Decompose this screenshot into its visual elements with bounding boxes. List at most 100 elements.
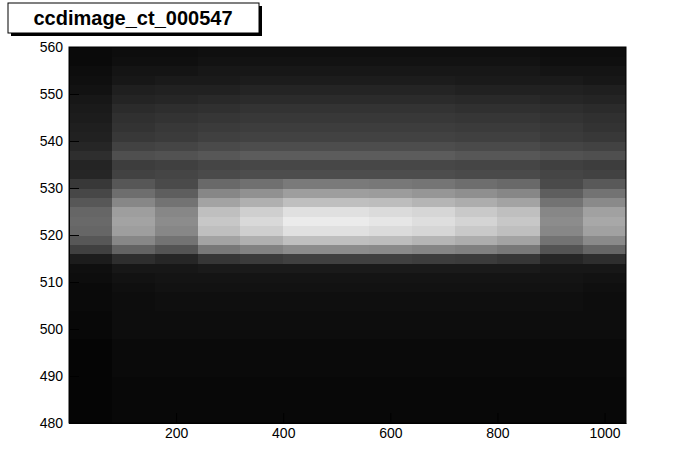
tick: 510: [40, 274, 79, 290]
cell: [583, 141, 626, 151]
cell: [412, 56, 455, 66]
plot-frame: [69, 47, 626, 423]
cell: [497, 338, 540, 348]
cell: [112, 235, 155, 245]
cell: [412, 263, 455, 273]
cell: [369, 160, 412, 170]
cell: [112, 338, 155, 348]
cell: [412, 414, 455, 423]
cell: [497, 310, 540, 320]
cell: [326, 66, 369, 76]
cell: [283, 226, 326, 236]
cell: [540, 404, 583, 414]
tick-mark: [69, 47, 79, 48]
cell: [112, 179, 155, 189]
cell: [240, 376, 283, 386]
cell: [240, 385, 283, 395]
cell: [240, 367, 283, 377]
cell: [455, 254, 498, 264]
cell: [112, 310, 155, 320]
tick: 560: [40, 39, 79, 55]
cell: [283, 47, 326, 57]
cell: [69, 216, 112, 226]
cell: [369, 282, 412, 292]
cell: [240, 244, 283, 254]
cell: [540, 254, 583, 264]
cell: [240, 85, 283, 95]
cell: [112, 376, 155, 386]
cell: [326, 395, 369, 405]
cell: [497, 94, 540, 104]
cell: [583, 404, 626, 414]
cell: [240, 47, 283, 57]
cell: [455, 160, 498, 170]
tick-mark: [283, 413, 284, 423]
cell: [412, 160, 455, 170]
cell: [412, 329, 455, 339]
cell: [198, 414, 241, 423]
cell: [412, 66, 455, 76]
cell: [112, 94, 155, 104]
cell: [326, 338, 369, 348]
cell: [455, 282, 498, 292]
cell: [455, 132, 498, 142]
cell: [112, 273, 155, 283]
cell: [540, 282, 583, 292]
cell: [583, 357, 626, 367]
cell: [540, 122, 583, 132]
cell: [283, 404, 326, 414]
cell: [583, 150, 626, 160]
cell: [540, 103, 583, 113]
tick-mark: [69, 376, 79, 377]
tick-mark: [69, 329, 79, 330]
cell: [283, 320, 326, 330]
cell: [69, 348, 112, 358]
cell: [412, 254, 455, 264]
cell: [198, 301, 241, 311]
cell: [283, 113, 326, 123]
cell: [155, 395, 198, 405]
cell: [583, 179, 626, 189]
cell: [240, 329, 283, 339]
cell: [155, 244, 198, 254]
cell: [240, 348, 283, 358]
cell: [369, 188, 412, 198]
tick-label: 1000: [589, 425, 620, 441]
cell: [69, 254, 112, 264]
tick-label: 200: [165, 425, 189, 441]
cell: [326, 320, 369, 330]
cell: [326, 207, 369, 217]
cell: [240, 160, 283, 170]
cell: [369, 329, 412, 339]
cell: [455, 85, 498, 95]
cell: [497, 376, 540, 386]
cell: [240, 301, 283, 311]
cell: [540, 357, 583, 367]
tick: 550: [40, 86, 79, 102]
chart: 2004006008001000480490500510520530540550…: [0, 0, 696, 472]
tick-mark: [390, 413, 391, 423]
cell: [69, 263, 112, 273]
cell: [69, 320, 112, 330]
cell: [112, 385, 155, 395]
cell: [283, 282, 326, 292]
cell: [283, 376, 326, 386]
cell: [326, 188, 369, 198]
cell: [455, 310, 498, 320]
cell: [583, 216, 626, 226]
cell: [540, 329, 583, 339]
cell: [283, 197, 326, 207]
cell: [540, 385, 583, 395]
cell: [198, 197, 241, 207]
cell: [283, 395, 326, 405]
cell: [455, 414, 498, 423]
cell: [540, 395, 583, 405]
cell: [497, 395, 540, 405]
cell: [369, 376, 412, 386]
cell: [369, 235, 412, 245]
cell: [412, 273, 455, 283]
cell: [497, 282, 540, 292]
cell: [583, 188, 626, 198]
cell: [326, 216, 369, 226]
cell: [198, 85, 241, 95]
